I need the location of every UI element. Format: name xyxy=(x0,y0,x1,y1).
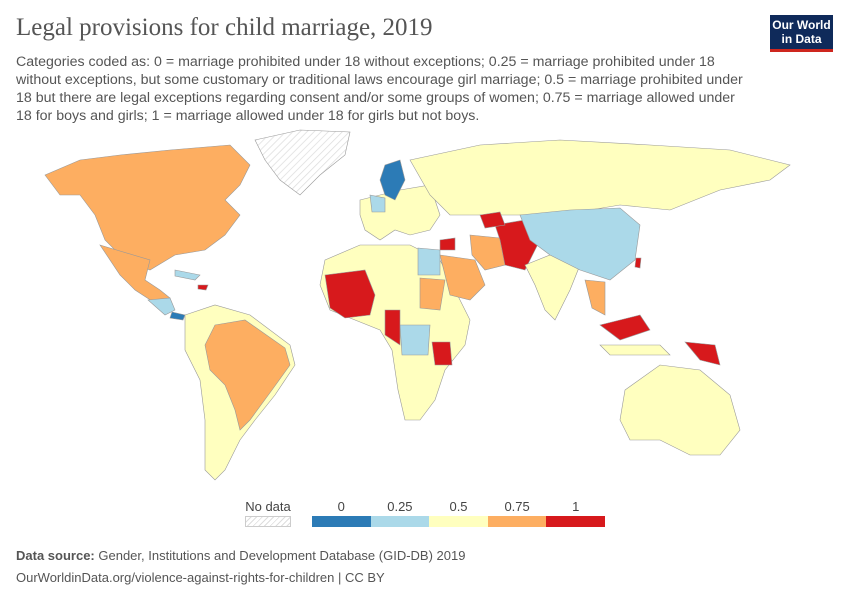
data-source: Data source: Gender, Institutions and De… xyxy=(16,548,465,563)
region-egypt[interactable] xyxy=(417,247,441,276)
region-north-america[interactable] xyxy=(44,144,251,271)
region-saudi-arabia[interactable] xyxy=(439,254,486,301)
region-southeast-asia[interactable] xyxy=(584,279,606,316)
subtitle: Categories coded as: 0 = marriage prohib… xyxy=(16,54,743,124)
region-china[interactable] xyxy=(519,207,641,281)
region-brazil[interactable] xyxy=(204,319,291,431)
legend-label: 0.75 xyxy=(504,499,530,514)
region-central-america[interactable] xyxy=(147,297,176,316)
region-sudan[interactable] xyxy=(419,277,446,311)
region-iran[interactable] xyxy=(469,234,506,271)
legend-swatch[interactable] xyxy=(546,516,605,527)
legend-swatch[interactable] xyxy=(429,516,488,527)
owid-logo[interactable]: Our World in Data xyxy=(770,15,833,52)
region-papua-new-guinea[interactable] xyxy=(684,341,721,366)
region-russia[interactable] xyxy=(409,139,791,216)
region-syria[interactable] xyxy=(439,237,456,251)
legend-swatch[interactable] xyxy=(487,516,547,527)
legend-label: 0 xyxy=(337,499,345,514)
region-indonesia[interactable] xyxy=(599,344,671,356)
legend-no-data-swatch xyxy=(245,516,291,527)
logo-line-2: in Data xyxy=(781,32,822,46)
legend-swatch[interactable] xyxy=(312,516,371,527)
region-west-africa[interactable] xyxy=(324,269,376,319)
region-central-africa[interactable] xyxy=(399,324,431,356)
source-label: Data source: xyxy=(16,548,95,563)
region-taiwan[interactable] xyxy=(634,257,642,269)
region-tanzania[interactable] xyxy=(431,341,453,366)
legend-label: 1 xyxy=(572,499,580,514)
logo-line-1: Our World xyxy=(772,18,831,32)
region-scandinavia[interactable] xyxy=(379,159,406,201)
legend-label: 0.25 xyxy=(387,499,413,514)
region-europe[interactable] xyxy=(359,184,441,241)
region-western-europe[interactable] xyxy=(369,194,386,213)
region-caribbean[interactable] xyxy=(174,269,201,281)
region-greenland[interactable] xyxy=(254,129,351,196)
legend-no-data-label: No data xyxy=(245,499,291,514)
region-panama[interactable] xyxy=(169,311,186,321)
world-map xyxy=(44,129,791,481)
legend-swatch[interactable] xyxy=(370,516,430,527)
region-central-asia[interactable] xyxy=(479,211,506,229)
source-url[interactable]: OurWorldinData.org/violence-against-righ… xyxy=(16,570,385,585)
region-haiti[interactable] xyxy=(197,284,209,291)
legend-label: 0.5 xyxy=(449,499,468,514)
region-congo[interactable] xyxy=(384,309,401,346)
page-title: Legal provisions for child marriage, 201… xyxy=(16,14,433,41)
source-text: Gender, Institutions and Development Dat… xyxy=(98,548,466,563)
region-malaysia-indonesia[interactable] xyxy=(599,314,651,341)
region-australia[interactable] xyxy=(619,364,741,456)
